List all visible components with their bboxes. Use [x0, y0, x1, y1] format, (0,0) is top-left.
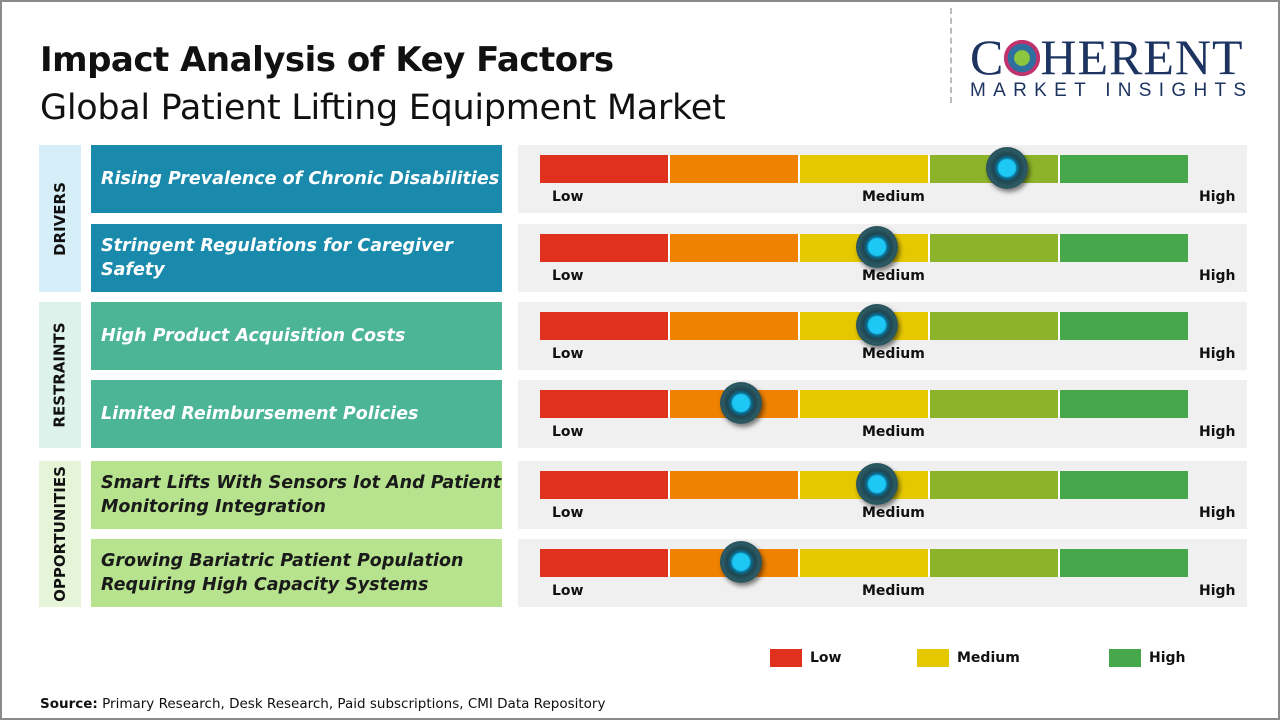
logo-text: HERENT [1040, 29, 1244, 85]
impact-gauge: Low Medium High [518, 539, 1247, 607]
chart-title: Impact Analysis of Key Factors [40, 40, 614, 80]
gauge-segment [1060, 155, 1188, 183]
source-label: Source: [40, 696, 98, 712]
gauge-segment [540, 549, 670, 577]
scale-label-low: Low [552, 583, 584, 599]
divider [950, 8, 952, 103]
impact-gauge: Low Medium High [518, 224, 1247, 292]
impact-gauge: Low Medium High [518, 461, 1247, 529]
gauge-segment [1060, 234, 1188, 262]
legend-item-high: High [1109, 649, 1186, 667]
gauge-segment [670, 312, 800, 340]
legend-swatch [917, 649, 949, 667]
gauge-segment [540, 234, 670, 262]
gauge-bar [540, 312, 1188, 340]
gauge-segment [1060, 312, 1188, 340]
scale-label-medium: Medium [862, 583, 925, 599]
legend-item-medium: Medium [917, 649, 1020, 667]
legend-label: High [1149, 650, 1186, 666]
gauge-segment [800, 155, 930, 183]
gauge-segment [930, 471, 1060, 499]
gauge-segment [800, 549, 930, 577]
gauge-segment [670, 155, 800, 183]
gauge-segment [540, 471, 670, 499]
category-label-restraints: RESTRAINTS [39, 302, 81, 448]
scale-label-medium: Medium [862, 424, 925, 440]
factor-label: Growing Bariatric Patient Population Req… [91, 539, 502, 607]
impact-marker-knob [719, 541, 762, 583]
gauge-segment [930, 390, 1060, 418]
legend-label: Medium [957, 650, 1020, 666]
scale-label-low: Low [552, 505, 584, 521]
category-text: RESTRAINTS [51, 322, 70, 428]
scale-label-medium: Medium [862, 346, 925, 362]
category-text: DRIVERS [51, 181, 70, 256]
legend-label: Low [810, 650, 842, 666]
logo-letter: C [970, 29, 1005, 85]
source-text: Primary Research, Desk Research, Paid su… [97, 696, 606, 712]
gauge-bar [540, 155, 1188, 183]
legend-swatch [770, 649, 802, 667]
legend-swatch [1109, 649, 1141, 667]
gauge-segment [540, 390, 670, 418]
chart-subtitle: Global Patient Lifting Equipment Market [40, 88, 726, 128]
source-note: Source: Primary Research, Desk Research,… [40, 696, 605, 712]
logo-subtext: MARKET INSIGHTS [970, 80, 1254, 101]
gauge-segment [1060, 471, 1188, 499]
category-label-opportunities: OPPORTUNITIES [39, 461, 81, 607]
gauge-bar [540, 549, 1188, 577]
impact-marker-knob [855, 304, 898, 346]
category-text: OPPORTUNITIES [51, 466, 69, 602]
scale-label-high: High [1199, 424, 1236, 440]
gauge-segment [800, 390, 930, 418]
scale-label-medium: Medium [862, 505, 925, 521]
impact-marker-knob [855, 226, 898, 268]
gauge-segment [670, 234, 800, 262]
legend-item-low: Low [770, 649, 841, 667]
scale-label-high: High [1199, 583, 1236, 599]
impact-marker-knob [855, 463, 898, 505]
scale-label-low: Low [552, 189, 584, 205]
scale-label-high: High [1199, 268, 1236, 284]
gauge-segment [1060, 549, 1188, 577]
impact-gauge: Low Medium High [518, 380, 1247, 448]
company-logo: C HERENT MARKET INSIGHTS [970, 32, 1262, 102]
gauge-segment [540, 155, 670, 183]
gauge-segment [930, 549, 1060, 577]
scale-label-medium: Medium [862, 268, 925, 284]
gauge-segment [540, 312, 670, 340]
scale-label-low: Low [552, 268, 584, 284]
scale-label-medium: Medium [862, 189, 925, 205]
impact-gauge: Low Medium High [518, 145, 1247, 213]
gauge-segment [930, 312, 1060, 340]
scale-label-high: High [1199, 505, 1236, 521]
factor-label: High Product Acquisition Costs [91, 302, 502, 370]
factor-label: Stringent Regulations for Caregiver Safe… [91, 224, 502, 292]
scale-label-high: High [1199, 189, 1236, 205]
gauge-segment [670, 471, 800, 499]
scale-label-high: High [1199, 346, 1236, 362]
impact-gauge: Low Medium High [518, 302, 1247, 370]
factor-label: Smart Lifts With Sensors Iot And Patient… [91, 461, 502, 529]
gauge-segment [930, 234, 1060, 262]
impact-marker-knob [985, 147, 1028, 189]
factor-label: Limited Reimbursement Policies [91, 380, 502, 448]
globe-dots-icon [1004, 40, 1041, 76]
impact-marker-knob [719, 382, 762, 424]
category-label-drivers: DRIVERS [39, 145, 81, 292]
gauge-bar [540, 390, 1188, 418]
gauge-segment [1060, 390, 1188, 418]
factor-label: Rising Prevalence of Chronic Disabilitie… [91, 145, 502, 213]
scale-label-low: Low [552, 346, 584, 362]
scale-label-low: Low [552, 424, 584, 440]
